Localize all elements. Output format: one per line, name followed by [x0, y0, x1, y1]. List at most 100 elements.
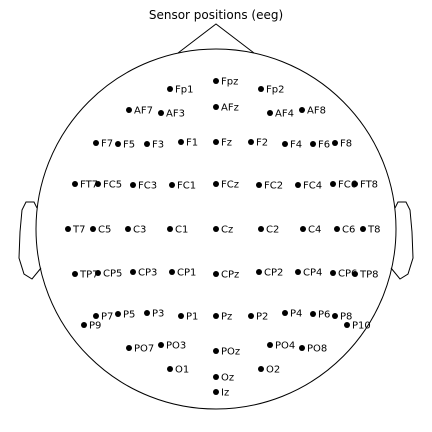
sensor-label: AF8: [307, 106, 326, 117]
sensor-cz: Cz: [213, 225, 233, 236]
sensor-label: F1: [186, 138, 198, 149]
sensor-label: C4: [308, 225, 321, 236]
sensor-f6: F6: [310, 140, 330, 151]
sensor-tp8: TP8: [352, 270, 379, 281]
sensor-dot: [144, 310, 150, 316]
sensor-ft7: FT7: [72, 180, 98, 191]
sensor-iz: Iz: [213, 388, 229, 399]
sensor-label: Fpz: [221, 77, 238, 88]
sensor-label: CP1: [177, 268, 196, 279]
sensor-dot: [310, 311, 316, 317]
sensor-label: F4: [290, 140, 302, 151]
sensor-dot: [213, 104, 219, 110]
sensor-label: O2: [266, 365, 280, 376]
sensor-label: P6: [318, 310, 330, 321]
sensors-layer: Fp1 Fpz Fp2 AF7 AF3 AFz AF4 AF8 F7 F5 F3 F1 Fz F2 F4 F6…: [65, 77, 380, 399]
sensor-label: AFz: [221, 103, 239, 114]
sensor-label: P7: [101, 312, 113, 323]
sensor-p3: P3: [144, 309, 164, 320]
sensor-label: C1: [175, 225, 188, 236]
sensor-dot: [332, 140, 338, 146]
sensor-fpz: Fpz: [213, 77, 238, 88]
sensor-label: CP4: [303, 268, 322, 279]
sensor-label: P1: [186, 312, 198, 323]
sensor-label: P5: [123, 310, 135, 321]
sensor-dot: [95, 181, 101, 187]
sensor-fc6: FC6: [330, 180, 357, 191]
sensor-dot: [213, 313, 219, 319]
sensor-label: FC5: [103, 180, 122, 191]
left-ear-outline: [18, 201, 42, 280]
right-ear-outline: [390, 201, 414, 280]
sensor-dot: [169, 182, 175, 188]
sensor-dot: [248, 139, 254, 145]
sensor-label: Fz: [221, 138, 232, 149]
sensor-label: Oz: [221, 373, 234, 384]
sensor-dot: [360, 226, 366, 232]
sensor-label: F6: [318, 140, 330, 151]
sensor-dot: [299, 345, 305, 351]
sensor-label: P8: [340, 312, 352, 323]
sensor-dot: [213, 226, 219, 232]
sensor-label: C3: [133, 225, 146, 236]
sensor-c5: C5: [90, 225, 111, 236]
sensor-f2: F2: [248, 138, 268, 149]
sensor-dot: [256, 269, 262, 275]
sensor-label: PO7: [134, 344, 154, 355]
sensor-dot: [178, 313, 184, 319]
sensor-dot: [330, 181, 336, 187]
sensor-c4: C4: [300, 225, 321, 236]
sensor-label: AF7: [134, 106, 153, 117]
sensor-af8: AF8: [299, 106, 326, 117]
sensor-label: CP6: [338, 269, 357, 280]
sensor-dot: [72, 271, 78, 277]
sensor-dot: [213, 389, 219, 395]
sensor-dot: [310, 141, 316, 147]
sensor-tp7: TP7: [72, 270, 99, 281]
sensor-label: PO8: [307, 344, 327, 355]
sensor-o2: O2: [258, 365, 280, 376]
sensor-cp1: CP1: [169, 268, 196, 279]
sensor-dot: [300, 226, 306, 232]
sensor-dot: [267, 342, 273, 348]
sensor-dot: [282, 141, 288, 147]
sensor-dot: [258, 86, 264, 92]
sensor-p2: P2: [248, 312, 268, 323]
sensor-af7: AF7: [126, 106, 153, 117]
sensor-poz: POz: [213, 347, 240, 358]
sensor-label: AF4: [275, 109, 294, 120]
sensor-fp1: Fp1: [167, 85, 193, 96]
sensor-label: POz: [221, 347, 240, 358]
sensor-label: FT8: [360, 180, 378, 191]
sensor-f3: F3: [144, 140, 164, 151]
sensor-label: FC3: [138, 181, 157, 192]
sensor-dot: [72, 181, 78, 187]
sensor-p1: P1: [178, 312, 198, 323]
sensor-fc2: FC2: [256, 181, 283, 192]
sensor-label: P3: [152, 309, 164, 320]
sensor-t8: T8: [360, 225, 380, 236]
sensor-fp2: Fp2: [258, 85, 284, 96]
sensor-af4: AF4: [267, 109, 294, 120]
sensor-f8: F8: [332, 139, 352, 150]
sensor-po3: PO3: [158, 341, 186, 352]
figure-title: Sensor positions (eeg): [149, 8, 283, 22]
sensor-label: PO4: [275, 341, 295, 352]
sensor-dot: [248, 313, 254, 319]
sensor-f4: F4: [282, 140, 302, 151]
sensor-dot: [213, 348, 219, 354]
sensor-label: F2: [256, 138, 268, 149]
sensor-dot: [178, 139, 184, 145]
sensor-c3: C3: [125, 225, 146, 236]
sensor-label: FC1: [177, 181, 196, 192]
sensor-pz: Pz: [213, 312, 232, 323]
sensor-p8: P8: [332, 312, 352, 323]
sensor-label: Pz: [221, 312, 232, 323]
sensor-dot: [299, 107, 305, 113]
sensor-dot: [65, 226, 71, 232]
sensor-label: P10: [352, 321, 371, 332]
sensor-dot: [115, 311, 121, 317]
sensor-label: Cz: [221, 225, 233, 236]
sensor-label: F8: [340, 139, 352, 150]
sensor-label: P9: [89, 321, 101, 332]
